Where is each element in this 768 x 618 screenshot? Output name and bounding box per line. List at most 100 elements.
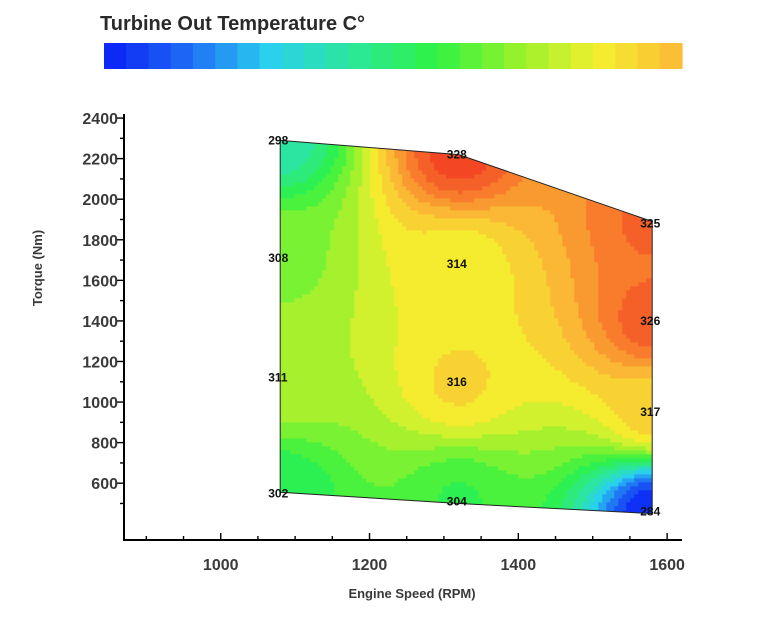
contour-cell bbox=[590, 178, 595, 183]
contour-cell bbox=[462, 254, 467, 259]
contour-cell bbox=[554, 234, 559, 239]
contour-cell bbox=[430, 258, 435, 263]
contour-cell bbox=[538, 226, 543, 231]
contour-cell bbox=[342, 206, 347, 211]
contour-cell bbox=[442, 182, 447, 187]
contour-cell bbox=[598, 178, 603, 183]
contour-cell bbox=[418, 158, 423, 163]
contour-cell bbox=[506, 214, 511, 219]
contour-cell bbox=[538, 246, 543, 251]
contour-cell bbox=[594, 282, 599, 287]
contour-cell bbox=[334, 266, 339, 271]
contour-cell bbox=[498, 246, 503, 251]
contour-cell bbox=[290, 230, 295, 235]
contour-cell bbox=[626, 238, 631, 243]
contour-cell bbox=[510, 186, 515, 191]
contour-cell bbox=[282, 202, 287, 207]
contour-cell bbox=[614, 142, 619, 147]
contour-cell bbox=[630, 198, 635, 203]
contour-cell bbox=[418, 334, 423, 339]
contour-cell bbox=[570, 222, 575, 227]
contour-cell bbox=[618, 342, 623, 347]
contour-cell bbox=[426, 166, 431, 171]
contour-cell bbox=[282, 270, 287, 275]
contour-cell bbox=[430, 266, 435, 271]
contour-cell bbox=[586, 282, 591, 287]
contour-cell bbox=[442, 230, 447, 235]
contour-cell bbox=[586, 254, 591, 259]
contour-cell bbox=[398, 290, 403, 295]
contour-cell bbox=[630, 278, 635, 283]
contour-cell bbox=[280, 262, 283, 267]
contour-cell bbox=[366, 218, 371, 223]
contour-cell bbox=[426, 290, 431, 295]
contour-cell bbox=[398, 234, 403, 239]
contour-cell bbox=[478, 334, 483, 339]
contour-cell bbox=[450, 330, 455, 335]
contour-cell bbox=[410, 250, 415, 255]
contour-cell bbox=[622, 282, 627, 287]
contour-cell bbox=[446, 198, 451, 203]
contour-cell bbox=[346, 290, 351, 295]
contour-cell bbox=[374, 154, 379, 159]
contour-cell bbox=[434, 294, 439, 299]
contour-cell bbox=[394, 186, 399, 191]
contour-cell bbox=[442, 278, 447, 283]
contour-cell bbox=[578, 146, 583, 151]
contour-cell bbox=[618, 146, 623, 151]
contour-cell bbox=[594, 274, 599, 279]
contour-cell bbox=[550, 170, 555, 175]
contour-cell bbox=[586, 330, 591, 335]
contour-cell bbox=[562, 226, 567, 231]
contour-cell bbox=[518, 174, 523, 179]
contour-cell bbox=[606, 274, 611, 279]
contour-cell bbox=[450, 270, 455, 275]
contour-cell bbox=[630, 258, 635, 263]
contour-cell bbox=[334, 318, 339, 323]
contour-cell bbox=[650, 162, 653, 167]
contour-cell bbox=[326, 242, 331, 247]
contour-cell bbox=[530, 202, 535, 207]
contour-cell bbox=[430, 166, 435, 171]
contour-cell bbox=[578, 246, 583, 251]
contour-cell bbox=[494, 202, 499, 207]
contour-cell bbox=[542, 170, 547, 175]
contour-cell bbox=[334, 250, 339, 255]
contour-cell bbox=[354, 150, 359, 155]
contour-cell bbox=[446, 306, 451, 311]
contour-cell bbox=[294, 234, 299, 239]
contour-cell bbox=[582, 190, 587, 195]
contour-cell bbox=[414, 270, 419, 275]
contour-cell bbox=[486, 286, 491, 291]
contour-cell bbox=[342, 214, 347, 219]
contour-cell bbox=[442, 310, 447, 315]
contour-cell bbox=[286, 158, 291, 163]
contour-cell bbox=[590, 182, 595, 187]
contour-cell bbox=[366, 198, 371, 203]
contour-cell bbox=[302, 330, 307, 335]
contour-cell bbox=[486, 202, 491, 207]
contour-cell bbox=[478, 226, 483, 231]
contour-cell bbox=[410, 318, 415, 323]
contour-cell bbox=[470, 266, 475, 271]
contour-cell bbox=[498, 302, 503, 307]
contour-cell bbox=[566, 238, 571, 243]
contour-cell bbox=[606, 334, 611, 339]
contour-cell bbox=[502, 210, 507, 215]
contour-cell bbox=[574, 158, 579, 163]
contour-cell bbox=[570, 206, 575, 211]
contour-cell bbox=[438, 346, 443, 351]
contour-cell bbox=[490, 258, 495, 263]
contour-cell bbox=[498, 286, 503, 291]
contour-cell bbox=[286, 294, 291, 299]
contour-cell bbox=[350, 170, 355, 175]
contour-cell bbox=[646, 322, 651, 327]
contour-cell bbox=[494, 294, 499, 299]
contour-cell bbox=[438, 278, 443, 283]
contour-cell bbox=[286, 326, 291, 331]
contour-cell bbox=[418, 230, 423, 235]
contour-cell bbox=[406, 162, 411, 167]
contour-cell bbox=[322, 174, 327, 179]
contour-cell bbox=[578, 334, 583, 339]
contour-cell bbox=[422, 278, 427, 283]
